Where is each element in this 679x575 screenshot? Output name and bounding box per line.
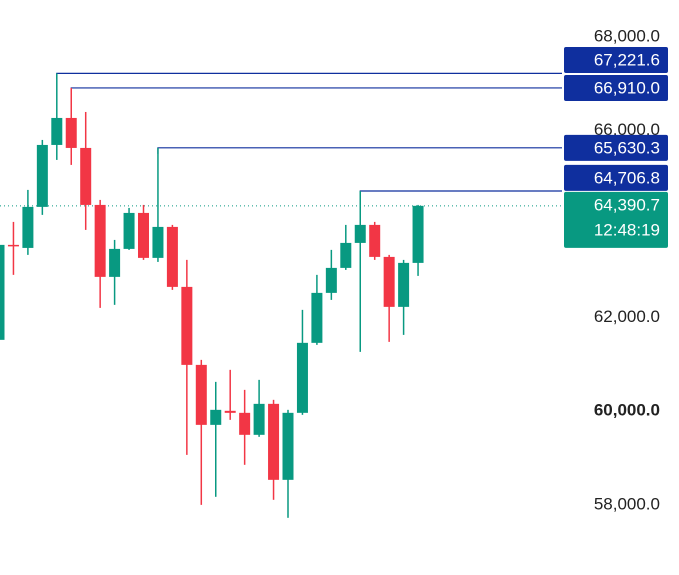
candle-body — [210, 409, 222, 425]
price-label-box — [564, 46, 668, 73]
price-label: 64,706.8 — [594, 168, 660, 187]
candle-body — [65, 117, 77, 148]
candle-body — [195, 364, 207, 425]
candle-body — [354, 224, 366, 243]
candle-body — [398, 262, 410, 307]
price-label-box — [564, 74, 668, 101]
price-label: 67,221.6 — [594, 50, 660, 69]
price-line — [359, 190, 562, 198]
price-label: 65,630.3 — [594, 138, 660, 157]
candle-body — [51, 117, 63, 145]
price-label: 66,910.0 — [594, 78, 660, 97]
candle-body — [7, 244, 19, 247]
candle-body — [224, 410, 236, 413]
candle-body — [152, 226, 164, 258]
price-line — [157, 147, 562, 154]
price-label-box — [564, 134, 668, 161]
last-price-label: 64,390.7 — [594, 195, 660, 214]
candle-body — [296, 342, 308, 413]
y-tick-label: 62,000.0 — [594, 307, 660, 326]
candle-body — [412, 205, 424, 263]
y-tick-label: 68,000.0 — [594, 26, 660, 45]
y-tick-label: 58,000.0 — [594, 494, 660, 513]
price-line — [70, 87, 562, 94]
last-price-box — [564, 191, 668, 248]
y-tick-label: 60,000.0 — [594, 401, 660, 420]
candle-body — [22, 206, 34, 248]
candle-body — [282, 412, 294, 480]
price-line — [56, 72, 562, 80]
candle-body — [325, 267, 337, 293]
candle-body — [138, 212, 149, 258]
candle-body — [123, 212, 135, 249]
candle-body — [268, 403, 280, 480]
candle-body — [36, 144, 48, 207]
y-tick-label: 66,000.0 — [594, 120, 660, 139]
candle-body — [80, 147, 92, 205]
candle-body — [340, 242, 352, 268]
countdown-label: 12:48:19 — [594, 220, 660, 239]
candle-body — [239, 412, 251, 435]
price-label-box — [564, 164, 668, 191]
candle-body — [181, 286, 193, 365]
candle-body — [369, 224, 381, 257]
candle-body — [94, 204, 106, 277]
candle-body — [0, 244, 5, 340]
candle-body — [311, 292, 323, 343]
candle-body — [383, 256, 395, 307]
candle-body — [109, 248, 121, 277]
candle-body — [166, 226, 178, 287]
candle-body — [253, 403, 265, 435]
